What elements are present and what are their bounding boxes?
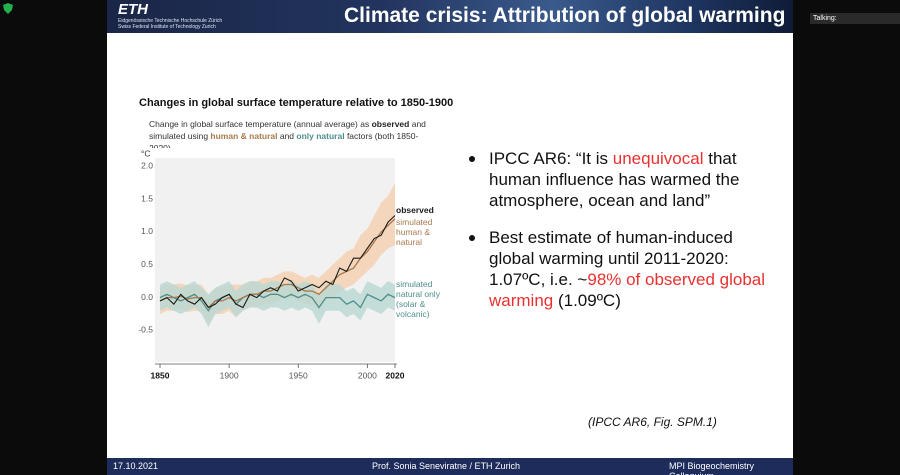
series-line <box>159 218 396 309</box>
x-tick-label: 1950 <box>289 370 308 380</box>
text-run: 98% of observed global warming <box>489 270 766 310</box>
series-line <box>159 293 396 312</box>
text-run: IPCC AR6: “It is <box>489 149 613 168</box>
legend-box: simulated natural only (solar & volcanic… <box>396 279 440 319</box>
y-tick-label: 1.0 <box>141 226 153 236</box>
bullet-dot <box>469 235 475 241</box>
bullet-dot <box>469 156 475 162</box>
bullet: Best estimate of human-induced global wa… <box>466 227 766 311</box>
x-tick-label: 1850 <box>151 370 170 380</box>
bullet-text: Best estimate of human-induced global wa… <box>489 227 766 311</box>
citation: (IPCC AR6, Fig. SPM.1) <box>588 415 717 429</box>
institution-en: Swiss Federal Institute of Technology Zu… <box>118 24 216 30</box>
x-tick-label: 1900 <box>220 370 239 380</box>
y-tick-label: 0.5 <box>141 259 153 269</box>
text-run: and <box>277 131 297 141</box>
institution-de: Eidgenössische Technische Hochschule Zür… <box>118 18 223 24</box>
eth-logo: ETH <box>118 1 148 18</box>
shield-icon <box>3 3 13 14</box>
y-tick-label: -0.5 <box>138 325 153 335</box>
chart-subtitle-box: Change in global surface temperature (an… <box>139 118 429 148</box>
y-tick-label: 1.5 <box>141 193 153 203</box>
text-run: Best estimate of human-induced global wa… <box>489 228 733 289</box>
bullet-text: IPCC AR6: “It is unequivocal that human … <box>489 148 766 211</box>
text-run: observed <box>371 119 410 129</box>
slide-title: Climate crisis: Attribution of global wa… <box>344 4 786 27</box>
chart-title: Changes in global surface temperature re… <box>139 97 453 109</box>
text-run: unequivocal <box>612 149 704 168</box>
text-run: (1.09ºC) <box>553 291 621 310</box>
chart-subtitle: Change in global surface temperature (an… <box>139 118 429 148</box>
legend-box: simulated human & natural <box>396 217 433 247</box>
talking-indicator: Talking: <box>810 13 900 24</box>
y-unit: °C <box>141 148 151 158</box>
y-tick-label: 2.0 <box>141 161 153 171</box>
text-run: factors (both 1850-2020) <box>149 131 419 148</box>
legend-box: observed <box>396 205 434 215</box>
y-tick-label: 0.0 <box>141 292 153 302</box>
footer-author: Prof. Sonia Seneviratne / ETH Zurich <box>372 461 521 471</box>
text-run: Change in global surface temperature (an… <box>149 119 372 129</box>
bullet: IPCC AR6: “It is unequivocal that human … <box>466 148 766 211</box>
series-line <box>159 215 396 309</box>
text-run: and simulated using <box>149 119 426 141</box>
legend-label: simulated natural only (solar & volcanic… <box>396 279 440 319</box>
legend-label: observed <box>396 205 434 215</box>
text-run: that human influence has warmed the atmo… <box>489 149 740 210</box>
x-tick-label: 2020 <box>386 370 405 380</box>
uncertainty-band <box>160 281 395 328</box>
legend-label: simulated human & natural <box>396 217 433 247</box>
text-run: only natural <box>296 131 345 141</box>
text-run: human & natural <box>210 131 278 141</box>
slide-footer: 17.10.2021 Prof. Sonia Seneviratne / ETH… <box>107 458 793 475</box>
footer-date: 17.10.2021 <box>113 461 159 471</box>
bullet-list: IPCC AR6: “It is unequivocal that human … <box>466 148 766 327</box>
footer-event: MPI Biogeochemistry Colloquium <box>669 461 755 475</box>
x-tick-label: 2000 <box>358 370 377 380</box>
slide-header: ETH Eidgenössische Technische Hochschule… <box>107 0 793 33</box>
